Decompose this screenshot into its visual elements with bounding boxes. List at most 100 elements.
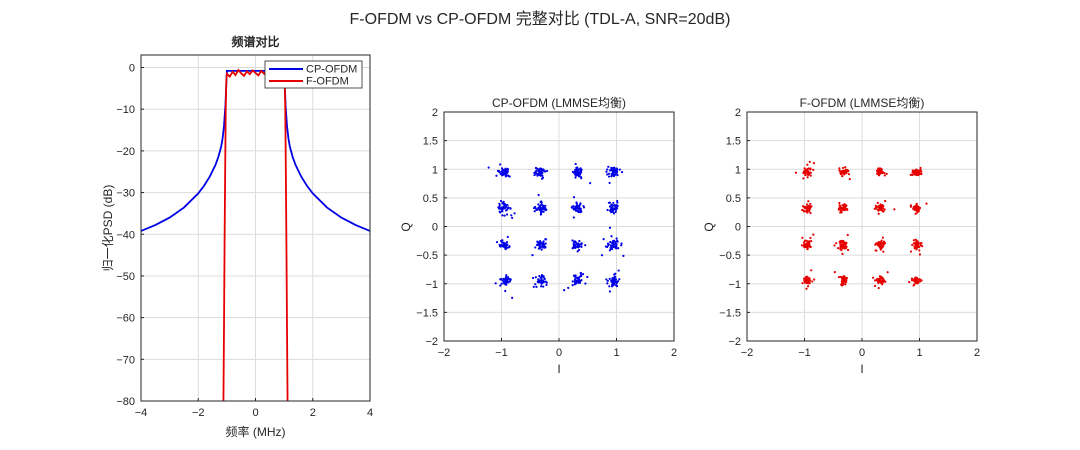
cp-constellation-point <box>500 170 503 173</box>
f-constellation-point <box>841 245 844 248</box>
cp-constellation-point <box>620 242 623 245</box>
cp-constellation-point <box>506 235 509 239</box>
cp-constellation-point <box>499 278 503 281</box>
f-constellation-point <box>910 277 914 280</box>
cp-constellation-point <box>580 279 583 282</box>
cp-constellation-point <box>531 254 534 257</box>
f-constellation-point <box>916 211 919 214</box>
f-constellation-point <box>916 278 919 281</box>
cp-constellation-point <box>608 249 612 252</box>
f-constellation-point <box>803 167 806 170</box>
cp-constellation-point <box>502 277 505 280</box>
cp-constellation-point <box>612 281 615 284</box>
cp-constellation-point <box>620 244 623 247</box>
f-constellation-point <box>882 240 886 243</box>
cp-constellation-point <box>501 241 504 244</box>
cp-constellation-point <box>501 169 504 172</box>
cp-constellation-point <box>580 245 583 248</box>
cp-constellation-point <box>544 204 547 207</box>
cp-constellation-point <box>545 169 549 173</box>
f-constellation-point <box>884 199 887 203</box>
cp-constellation-ylabel: Q <box>399 222 413 231</box>
cp-constellation-point <box>610 174 613 178</box>
cp-constellation-point <box>498 171 501 174</box>
cp-constellation-point <box>543 169 546 173</box>
f-constellation-panel: F-OFDM (LMMSE均衡) −2 −1 0 1 221.510.50−0.5−1−… <box>702 96 980 376</box>
cp-constellation-xtick-label-0: −2 <box>438 347 451 359</box>
f-constellation-point <box>915 209 918 212</box>
f-constellation-point <box>879 240 882 244</box>
f-constellation-point <box>845 245 848 248</box>
f-constellation-point <box>806 176 809 179</box>
cp-constellation-point <box>615 206 618 209</box>
f-constellation-point <box>839 242 842 245</box>
f-constellation-point <box>875 279 878 282</box>
f-constellation-point <box>881 279 884 282</box>
cp-constellation-point <box>577 276 580 279</box>
cp-constellation-point <box>537 278 540 281</box>
f-constellation-point <box>876 242 879 245</box>
f-constellation-point <box>810 240 813 243</box>
cp-constellation-point <box>504 289 507 293</box>
cp-constellation-point <box>509 207 512 210</box>
f-constellation-point <box>846 248 850 252</box>
f-constellation-point <box>807 171 810 175</box>
cp-constellation-point <box>542 285 545 288</box>
f-constellation-point <box>918 249 921 252</box>
f-constellation-point <box>805 244 808 247</box>
cp-constellation-point <box>544 280 547 283</box>
cp-constellation-point <box>507 206 510 209</box>
cp-constellation-point <box>571 280 574 283</box>
f-constellation-point <box>874 243 877 246</box>
f-constellation-point <box>913 173 916 176</box>
cp-constellation-point <box>606 282 609 285</box>
cp-constellation-point <box>572 205 575 208</box>
cp-constellation-point <box>615 247 618 250</box>
spectrum-ytick-label-6: −60 <box>116 313 135 325</box>
cp-constellation-point <box>575 174 578 177</box>
cp-constellation-point <box>537 207 540 210</box>
cp-constellation-point <box>589 182 592 185</box>
f-constellation-ytick-label-2: 1 <box>735 164 741 176</box>
f-constellation-point <box>813 278 816 281</box>
f-constellation-point <box>845 276 848 280</box>
f-constellation-ylabel: Q <box>702 222 716 231</box>
cp-constellation-point <box>539 174 542 177</box>
cp-constellation-point <box>620 170 624 174</box>
cp-constellation-point <box>581 272 585 276</box>
cp-constellation-point <box>574 282 577 286</box>
cp-constellation-point <box>578 204 581 207</box>
cp-constellation-point <box>505 241 509 244</box>
cp-constellation-point <box>505 171 508 175</box>
cp-constellation-grid <box>443 111 675 342</box>
f-constellation-point <box>911 243 914 247</box>
f-constellation-point <box>910 279 914 282</box>
cp-constellation-point <box>533 173 536 177</box>
cp-constellation-point <box>503 172 507 175</box>
f-constellation-point <box>843 208 846 211</box>
f-constellation-point <box>807 200 810 203</box>
f-constellation-point <box>877 209 880 212</box>
cp-constellation-point <box>495 241 499 244</box>
cp-constellation-point <box>537 193 540 197</box>
cp-constellation-point <box>613 168 616 171</box>
cp-constellation-point <box>575 277 578 280</box>
cp-constellation-point <box>510 214 513 217</box>
cp-constellation-point <box>608 226 612 229</box>
cp-constellation-point <box>497 207 501 210</box>
cp-constellation-point <box>622 254 625 257</box>
spectrum-ytick-label-7: −70 <box>116 354 135 366</box>
legend-box <box>264 60 363 89</box>
cp-constellation-point <box>495 174 498 177</box>
cp-constellation-point <box>608 290 611 293</box>
cp-constellation-point <box>500 206 503 209</box>
cp-constellation-point <box>534 246 537 249</box>
cp-constellation-point <box>505 274 508 277</box>
cp-constellation-point <box>506 208 509 211</box>
cp-constellation-point <box>575 168 578 171</box>
cp-constellation-ytick-label-3: 0.5 <box>423 193 438 205</box>
f-constellation-point <box>919 166 922 170</box>
cp-constellation-point <box>600 254 604 257</box>
f-constellation-point <box>838 206 841 209</box>
cp-constellation-point <box>616 201 619 204</box>
